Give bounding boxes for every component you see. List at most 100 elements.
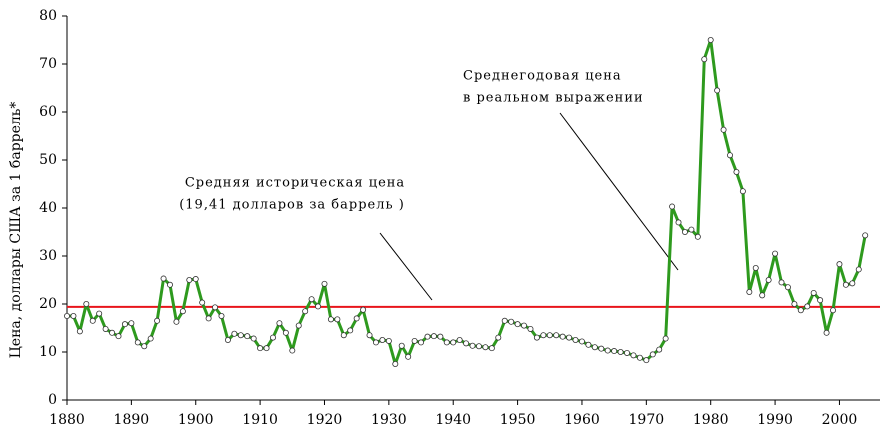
point <box>797 307 804 314</box>
point <box>694 233 701 240</box>
point <box>398 342 405 349</box>
annotation: (19,41 долларов за баррель ) <box>179 198 405 213</box>
point <box>218 312 225 319</box>
point <box>102 325 109 332</box>
point <box>263 345 270 352</box>
x-tick-label: 1980 <box>693 412 729 428</box>
point <box>778 279 785 286</box>
point <box>566 334 573 341</box>
point <box>527 325 534 332</box>
point <box>521 322 528 329</box>
point <box>688 226 695 233</box>
point <box>237 332 244 339</box>
point <box>276 320 283 327</box>
annotation: в реальном выражении <box>463 91 644 106</box>
point <box>212 304 219 311</box>
point <box>392 360 399 367</box>
x-tick-label: 1940 <box>435 412 471 428</box>
point <box>791 300 798 307</box>
point <box>804 303 811 310</box>
point <box>424 333 431 340</box>
y-tick-label: 50 <box>39 152 57 168</box>
point <box>141 343 148 350</box>
annotation: Среднегодовая цена <box>463 69 622 84</box>
point <box>501 317 508 324</box>
point <box>681 228 688 235</box>
point <box>295 322 302 329</box>
x-tick-label: 1890 <box>114 412 150 428</box>
point <box>321 280 328 287</box>
point <box>179 308 186 315</box>
point <box>308 296 315 303</box>
point <box>546 332 553 339</box>
x-tick-label: 1990 <box>757 412 793 428</box>
point <box>340 332 347 339</box>
point <box>488 345 495 352</box>
point <box>772 250 779 257</box>
point <box>559 333 566 340</box>
point <box>353 315 360 322</box>
point <box>649 351 656 358</box>
point <box>327 316 334 323</box>
point <box>115 333 122 340</box>
point <box>669 203 676 210</box>
point <box>830 307 837 314</box>
point <box>430 333 437 340</box>
point <box>759 292 766 299</box>
point <box>89 317 96 324</box>
y-tick-label: 0 <box>48 392 57 408</box>
point <box>630 352 637 359</box>
point <box>121 321 128 328</box>
point <box>656 346 663 353</box>
point <box>411 337 418 344</box>
point <box>701 56 708 63</box>
point <box>269 334 276 341</box>
point <box>83 300 90 307</box>
point <box>810 289 817 296</box>
point <box>64 312 71 319</box>
point <box>372 339 379 346</box>
point <box>134 339 141 346</box>
point <box>733 168 740 175</box>
x-tick-label: 1930 <box>371 412 407 428</box>
point <box>578 338 585 345</box>
x-tick-label: 1970 <box>629 412 665 428</box>
point <box>186 276 193 283</box>
point <box>315 303 322 310</box>
point <box>611 348 618 355</box>
point <box>636 354 643 361</box>
point <box>109 329 116 336</box>
x-tick-label: 1920 <box>307 412 343 428</box>
point <box>604 347 611 354</box>
point <box>817 297 824 304</box>
point <box>302 308 309 315</box>
x-tick-label: 1960 <box>564 412 600 428</box>
point <box>128 320 135 327</box>
point <box>257 345 264 352</box>
x-tick-label: 2000 <box>822 412 858 428</box>
point <box>385 337 392 344</box>
x-tick-label: 1910 <box>242 412 278 428</box>
point <box>76 328 83 335</box>
point <box>250 335 257 342</box>
point <box>572 336 579 343</box>
point <box>752 264 759 271</box>
point <box>836 261 843 268</box>
point <box>598 345 605 352</box>
point <box>224 336 231 343</box>
x-tick-label: 1950 <box>500 412 536 428</box>
point <box>96 310 103 317</box>
x-tick-label: 1900 <box>178 412 214 428</box>
y-tick-label: 80 <box>39 8 57 24</box>
point <box>366 332 373 339</box>
point <box>475 343 482 350</box>
point <box>482 344 489 351</box>
point <box>443 339 450 346</box>
y-tick-label: 30 <box>39 248 57 264</box>
point <box>244 333 251 340</box>
point <box>675 219 682 226</box>
point <box>173 318 180 325</box>
point <box>70 312 77 319</box>
point <box>334 316 341 323</box>
